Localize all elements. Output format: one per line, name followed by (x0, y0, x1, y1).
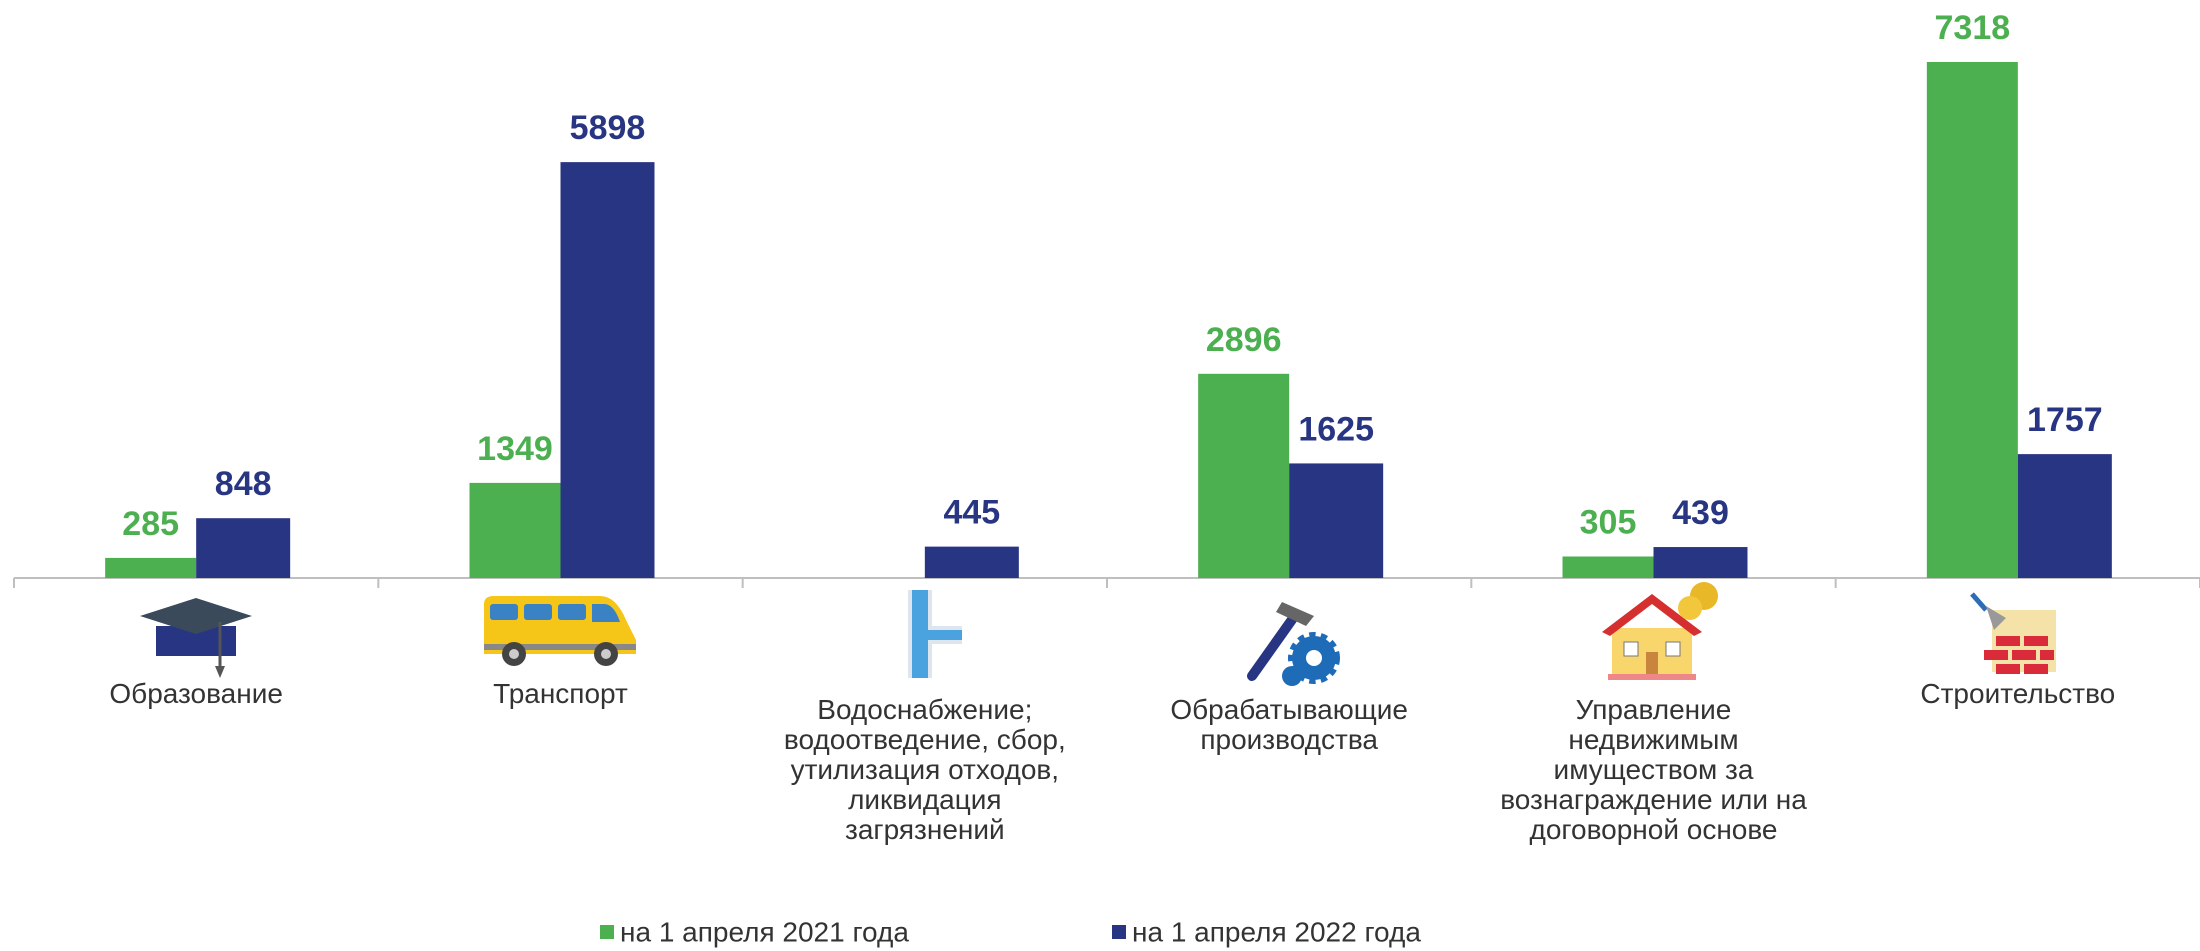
bar (560, 162, 655, 578)
bar (1653, 547, 1748, 578)
value-label: 1349 (477, 430, 553, 468)
x-tick-label: Водоснабжение; водоотведение, сбор, утилиз… (784, 694, 1066, 845)
bar (1926, 62, 2018, 578)
label-line: вознаграждение или на (1500, 784, 1807, 815)
label-line: производства (1200, 724, 1378, 755)
icon-manufacturing (1247, 602, 1340, 686)
icon-real-estate (1602, 582, 1718, 680)
value-label: 305 (1580, 503, 1637, 541)
icon-construction (1970, 592, 2056, 674)
label-line: Транспорт (493, 678, 628, 709)
bar (1289, 463, 1384, 578)
label-line: утилизация отходов, (791, 754, 1059, 785)
icon-education (140, 598, 252, 678)
legend-label: на 1 апреля 2021 года (620, 916, 909, 947)
value-label: 439 (1672, 494, 1729, 532)
value-label: 7318 (1935, 9, 2011, 47)
value-label: 2896 (1206, 321, 1282, 359)
label-line: договорной основе (1530, 814, 1778, 845)
bar (105, 557, 197, 578)
x-tick-label: Образование (109, 678, 283, 709)
bar (469, 482, 561, 578)
x-tick-label: Обрабатывающие производства (1170, 694, 1408, 755)
legend-label: на 1 апреля 2022 года (1132, 916, 1421, 947)
bar (2017, 454, 2112, 578)
value-label: 5898 (570, 109, 646, 147)
bar (196, 518, 291, 578)
bar (924, 546, 1019, 578)
x-tick-label: Строительство (1920, 678, 2115, 709)
label-line: Обрабатывающие (1170, 694, 1408, 725)
value-label: 1757 (2027, 401, 2103, 439)
legend-swatch (1112, 925, 1126, 939)
label-line: Управление (1576, 694, 1732, 725)
label-line: водоотведение, сбор, (784, 724, 1066, 755)
icons (140, 582, 2056, 686)
icon-transport (484, 596, 636, 666)
label-line: недвижимым (1568, 724, 1738, 755)
x-tick-label: Управление недвижимым имуществом за вознагр… (1500, 694, 1807, 845)
legend-swatch (600, 925, 614, 939)
value-label: 445 (943, 494, 1000, 532)
x-tick-label: Транспорт (493, 678, 628, 709)
bar (1562, 556, 1654, 578)
value-label: 285 (122, 505, 179, 543)
label-line: загрязнений (845, 814, 1005, 845)
label-line: Водоснабжение; (817, 694, 1032, 725)
label-line: Строительство (1920, 678, 2115, 709)
label-line: имуществом за (1554, 754, 1754, 785)
label-line: Образование (109, 678, 283, 709)
label-line: ликвидация (848, 784, 1002, 815)
value-label: 848 (215, 465, 272, 503)
value-label: 1625 (1298, 410, 1374, 448)
bar (1198, 373, 1290, 578)
icon-water (908, 590, 962, 678)
